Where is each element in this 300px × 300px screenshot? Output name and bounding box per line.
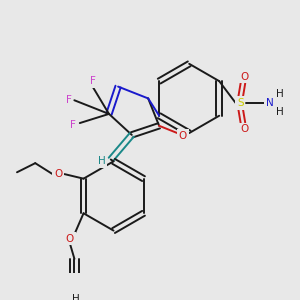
- Text: H: H: [277, 107, 284, 117]
- Text: H: H: [277, 89, 284, 99]
- Text: O: O: [241, 72, 249, 82]
- Text: O: O: [54, 169, 62, 179]
- Text: F: F: [70, 120, 76, 130]
- Text: O: O: [66, 234, 74, 244]
- Text: N: N: [266, 98, 273, 108]
- Text: S: S: [237, 98, 244, 108]
- Text: H: H: [98, 156, 106, 166]
- Text: O: O: [241, 124, 249, 134]
- Text: O: O: [179, 131, 187, 141]
- Text: F: F: [66, 95, 72, 105]
- Text: F: F: [90, 76, 95, 86]
- Text: H: H: [72, 294, 80, 300]
